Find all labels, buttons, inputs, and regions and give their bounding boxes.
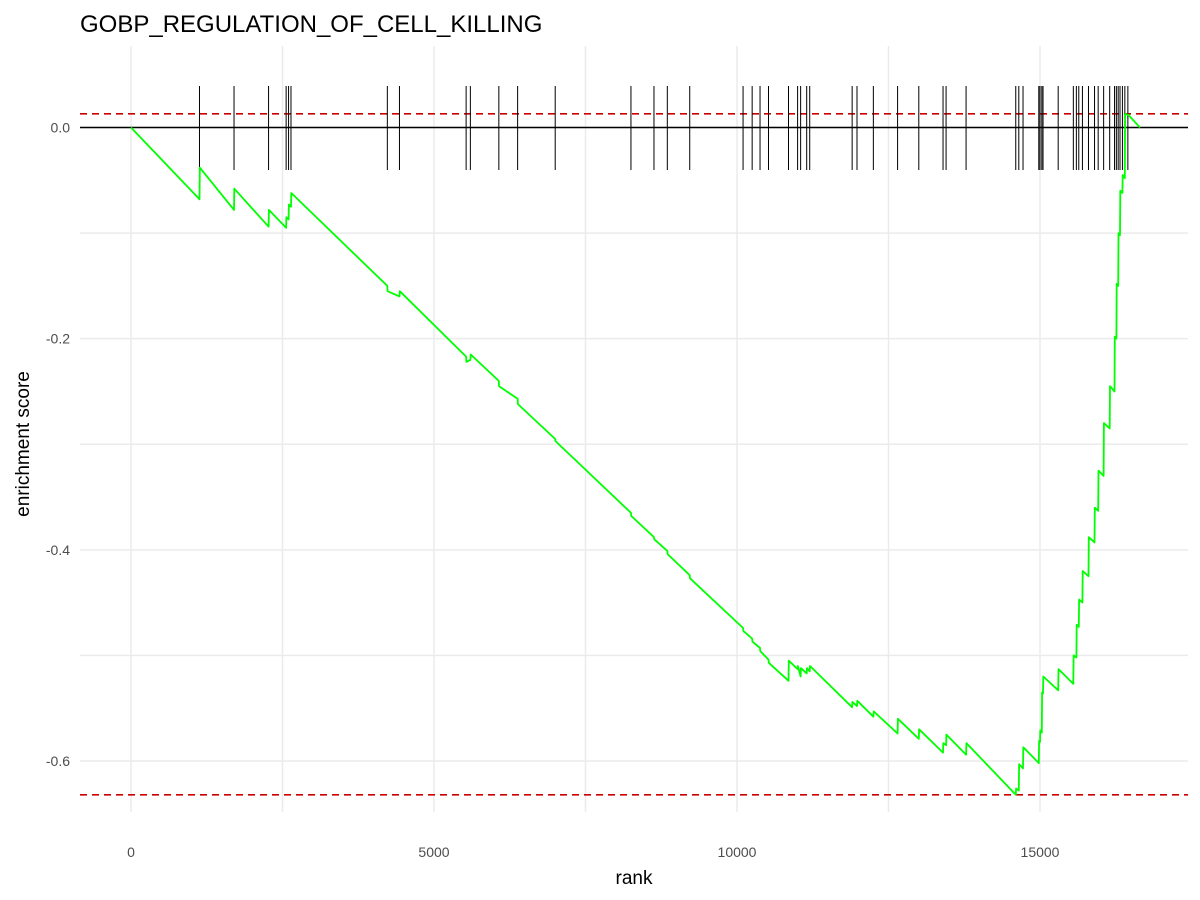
y-axis-title: enrichment score xyxy=(13,371,34,517)
y-tick-label: 0.0 xyxy=(51,120,71,136)
y-tick-label: -0.2 xyxy=(46,331,70,347)
enrichment-curve-group xyxy=(130,112,1141,796)
y-tick-label: -0.6 xyxy=(46,753,70,769)
reference-lines xyxy=(80,112,1188,796)
x-tick-label: 5000 xyxy=(418,844,449,860)
x-tick-label: 10000 xyxy=(718,844,757,860)
chart-title: GOBP_REGULATION_OF_CELL_KILLING xyxy=(80,11,542,38)
y-tick-label: -0.4 xyxy=(46,542,70,558)
x-axis-title: rank xyxy=(616,868,653,889)
x-tick-label: 0 xyxy=(127,844,135,860)
x-tick-label: 15000 xyxy=(1021,844,1060,860)
enrichment-curve xyxy=(130,112,1141,796)
hit-markers xyxy=(198,86,1129,170)
gridlines xyxy=(80,46,1188,812)
tick-labels: 0 5000 10000 15000 0.0 -0.2 -0.4 -0.6 xyxy=(46,120,1060,861)
